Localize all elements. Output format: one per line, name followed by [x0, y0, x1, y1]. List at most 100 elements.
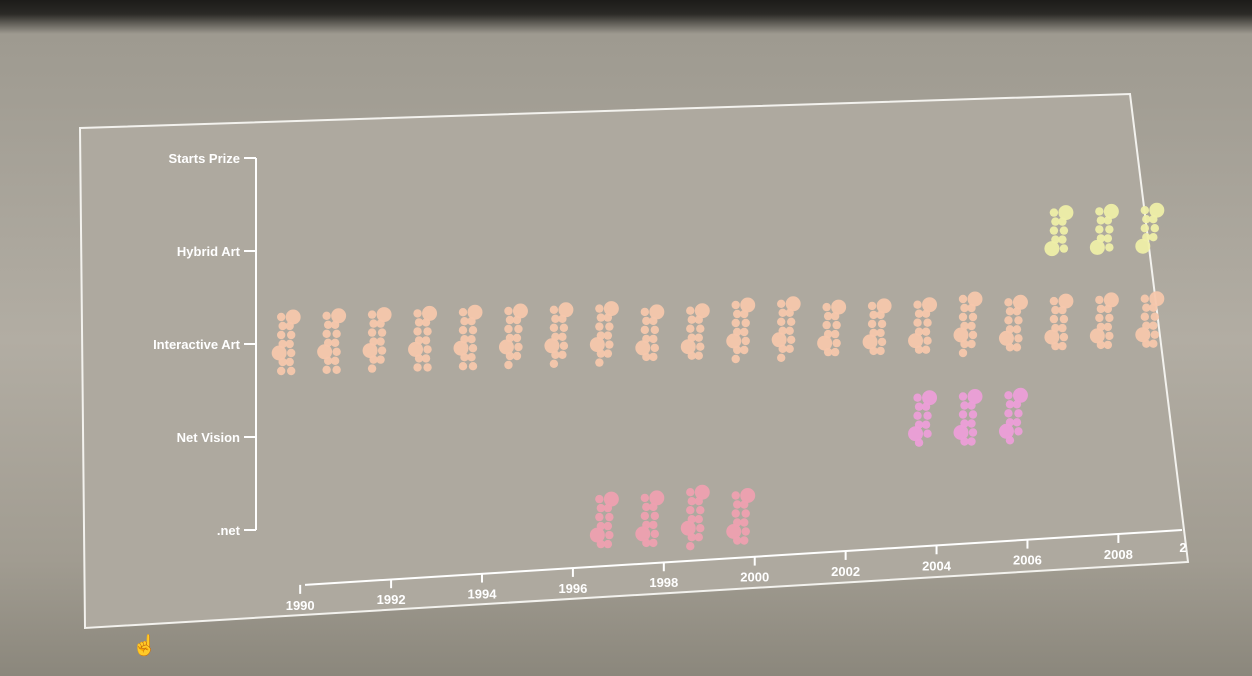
award-dot	[731, 491, 740, 500]
award-dot	[323, 320, 333, 329]
award-dot	[603, 503, 613, 513]
award-dot	[694, 515, 703, 524]
award-dot	[369, 319, 378, 328]
award-dot	[1014, 427, 1023, 436]
award-cluster	[589, 491, 619, 549]
award-dot	[913, 393, 922, 402]
award-dot	[558, 332, 567, 341]
award-dot	[967, 437, 976, 446]
award-dot	[687, 315, 696, 324]
award-dot	[785, 296, 801, 312]
award-cluster	[544, 302, 574, 368]
award-cluster	[771, 296, 801, 362]
award-dot	[733, 309, 742, 319]
award-dot	[650, 529, 660, 539]
y-tick-label: .net	[217, 523, 241, 538]
award-dot	[953, 327, 969, 343]
award-dot	[686, 324, 695, 333]
award-dot	[595, 358, 604, 367]
award-dot	[595, 322, 604, 331]
award-cluster	[953, 291, 983, 358]
award-dot	[1012, 400, 1022, 409]
award-dot	[504, 360, 513, 370]
award-dot	[968, 330, 978, 340]
award-dot	[740, 327, 749, 337]
award-dot	[1149, 215, 1158, 224]
award-dot	[1095, 225, 1104, 234]
award-dot	[1059, 314, 1069, 324]
award-dot	[877, 319, 887, 329]
award-dot	[603, 491, 619, 507]
award-cluster	[635, 490, 665, 548]
award-dot	[967, 389, 983, 404]
award-dot	[921, 327, 931, 336]
award-dot	[1012, 418, 1022, 427]
award-dot	[740, 536, 749, 545]
award-dot	[1103, 322, 1113, 332]
award-dot	[603, 349, 613, 358]
award-dot	[649, 520, 658, 530]
award-dot	[822, 302, 831, 312]
award-dot	[830, 329, 840, 339]
award-dot	[640, 511, 650, 521]
award-dot	[921, 345, 931, 354]
award-dot	[331, 308, 347, 324]
award-dot	[512, 315, 522, 325]
award-dot	[1014, 409, 1023, 418]
award-dot	[467, 317, 476, 326]
award-dot	[1150, 224, 1160, 233]
award-dot	[1059, 332, 1069, 342]
x-tick-label: 1998	[649, 575, 678, 590]
y-tick-label: Hybrid Art	[177, 244, 241, 259]
award-dot	[330, 356, 340, 365]
award-dot	[923, 429, 932, 438]
award-dot	[549, 305, 559, 314]
chart-frame	[78, 92, 1190, 630]
x-tick-label: 2008	[1104, 547, 1133, 562]
award-dot	[921, 402, 931, 411]
award-dot	[605, 512, 614, 522]
award-dot	[286, 330, 296, 340]
award-dot	[1103, 304, 1113, 314]
award-dot	[731, 354, 740, 364]
award-dot	[589, 337, 605, 353]
award-dot	[1095, 295, 1104, 305]
award-dot	[967, 303, 976, 313]
award-dot	[596, 349, 606, 358]
award-dot	[285, 321, 294, 331]
award-dot	[687, 497, 696, 506]
award-dot	[960, 437, 969, 446]
award-dot	[958, 294, 968, 304]
award-dot	[914, 309, 924, 318]
award-dot	[422, 305, 438, 321]
award-dot	[876, 298, 892, 314]
award-dot	[958, 348, 968, 358]
award-dot	[862, 334, 878, 350]
award-dot	[595, 494, 604, 504]
award-dot	[921, 420, 931, 429]
award-dot	[921, 309, 931, 318]
award-dot	[468, 344, 478, 353]
award-dot	[595, 512, 604, 522]
award-cluster	[1089, 203, 1119, 255]
award-dot	[467, 353, 476, 362]
award-dot	[1005, 307, 1015, 316]
award-dot	[649, 304, 665, 320]
award-cluster	[1044, 293, 1074, 351]
award-dot	[460, 317, 469, 326]
award-dot	[413, 309, 422, 318]
award-dot	[869, 310, 878, 320]
award-cluster	[1135, 291, 1165, 348]
award-dot	[1012, 387, 1028, 403]
award-dot	[330, 338, 340, 347]
award-dot	[1049, 296, 1059, 306]
award-dot	[741, 509, 750, 518]
award-dot	[377, 346, 387, 355]
award-cluster	[726, 297, 756, 364]
award-dot	[741, 318, 750, 328]
award-dot	[914, 345, 924, 354]
award-dot	[960, 303, 969, 313]
y-axis: Starts Prize Hybrid Art Interactive Art Net…	[153, 151, 257, 538]
award-dot	[458, 308, 468, 317]
award-dot	[785, 344, 794, 353]
